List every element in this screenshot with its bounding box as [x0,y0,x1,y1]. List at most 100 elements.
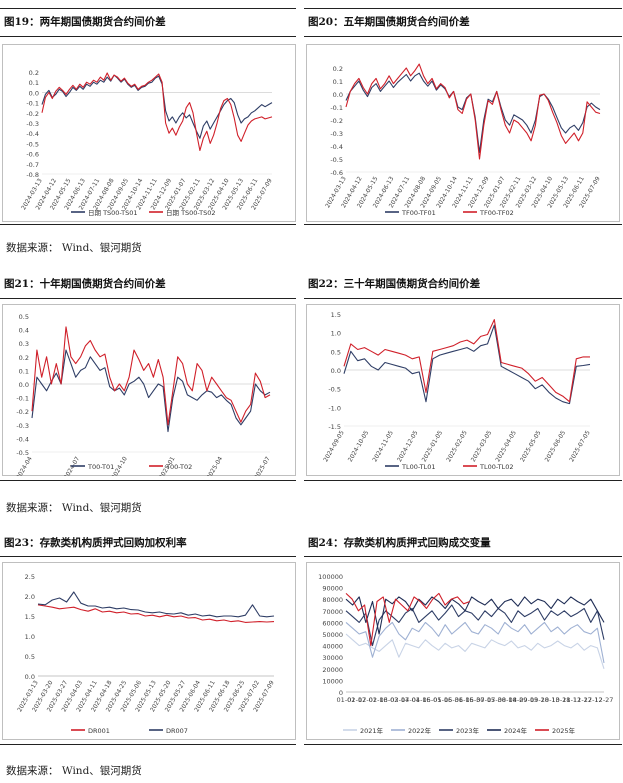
x-tick-label: 10-28 [552,696,571,704]
x-tick-label: 09-28 [530,696,549,704]
series-line [345,604,605,647]
y-tick-label: -0.1 [330,104,343,112]
bottom-rule [0,480,296,481]
x-tick-label: 09-13 [519,696,538,704]
y-tick-label: 0.2 [29,69,39,77]
series-line [345,592,470,647]
legend-label: DR007 [166,727,188,735]
x-tick-label: 10-13 [541,696,560,704]
series-line [345,63,601,160]
y-tick-label: -0.3 [16,422,29,430]
title-rule [304,556,622,557]
y-tick-label: -0.5 [16,449,29,457]
title-rule [0,556,296,557]
y-tick-label: 0.0 [25,673,35,681]
y-tick-label: 0.1 [19,367,29,375]
legend-label: 日期 TS00-TS02 [166,209,216,217]
x-tick-label: 06-15 [455,696,474,704]
chart-fig21: 0.50.40.30.20.10.0-0.1-0.2-0.3-0.4-0.520… [2,304,296,476]
chart-frame [2,304,296,476]
x-tick-label: 12-27 [595,696,614,704]
y-tick-label: -0.3 [330,130,343,138]
y-tick-label: 70000 [322,608,343,616]
legend-label: T00-T01 [87,463,114,471]
y-tick-label: -0.4 [330,143,343,151]
x-tick-label: 01-02 [337,696,356,704]
y-tick-label: 0.0 [19,381,29,389]
top-rule [0,8,296,9]
series-line [345,596,605,635]
source-note: 数据来源： Wind、银河期货 [6,765,142,777]
figure-title: 图21：十年期国债期货合约间价差 [4,278,166,290]
y-tick-label: -0.6 [330,169,343,177]
y-tick-label: -0.5 [26,140,39,148]
series-line [343,324,591,405]
x-tick-label: 03-17 [390,696,409,704]
y-tick-label: 30000 [322,654,343,662]
bottom-rule [0,224,296,225]
legend-label: TL00-TL02 [479,463,513,471]
series-line [345,633,605,669]
x-tick-label: 04-16 [412,696,431,704]
x-tick-label: 02-16 [369,696,388,704]
y-tick-label: 0.5 [19,313,29,321]
legend-label: TF00-TF01 [401,209,436,217]
bottom-rule [304,480,622,481]
x-tick-label: 05-01 [423,696,442,704]
title-rule [0,298,296,299]
y-tick-label: 2.5 [25,573,35,581]
bottom-rule [0,744,296,745]
figure-title: 图19：两年期国债期货合约间价差 [4,16,166,28]
y-tick-label: -0.1 [26,100,39,108]
y-tick-label: 100000 [318,573,343,581]
y-tick-label: 1.5 [331,311,341,319]
y-tick-label: -0.6 [26,151,39,159]
bottom-rule [304,744,622,745]
chart-frame [306,304,620,476]
y-tick-label: 0.3 [19,340,29,348]
y-tick-label: 50000 [322,631,343,639]
y-tick-label: -0.4 [26,130,39,138]
legend-label: 2021年 [360,726,384,735]
y-tick-label: 2.0 [25,593,35,601]
y-tick-label: 0.5 [331,348,341,356]
y-tick-label: 90000 [322,585,343,593]
x-tick-label: 11-27 [573,696,592,704]
legend-label: T00-T02 [165,463,192,471]
chart-fig24: 1000009000080000700006000050000400003000… [306,562,620,740]
y-tick-label: -0.2 [16,408,29,416]
legend-label: 2025年 [552,726,576,735]
y-tick-label: 10000 [322,677,343,685]
x-tick-label: 07-15 [476,696,495,704]
series-line [37,604,275,623]
y-tick-label: -0.7 [26,161,39,169]
y-tick-label: -1.5 [328,423,341,431]
legend-label: 2022年 [408,726,432,735]
series-line [345,621,605,664]
y-tick-label: 60000 [322,619,343,627]
series-line [343,319,590,403]
chart-frame [306,44,620,222]
x-tick-label: 05-31 [444,696,463,704]
y-tick-label: 0.4 [19,327,29,335]
y-tick-label: 0.5 [25,653,35,661]
y-tick-label: 1.0 [331,330,341,338]
chart-fig23: 2.52.01.51.00.50.02025-03-132025-03-2020… [2,562,296,740]
title-rule [304,298,622,299]
chart-fig19: 0.2 0.1 0.0 -0.1 -0.2 -0.3 -0.4 -0.5 -0.6 -0.7 -0.… [2,44,296,222]
series-line [31,349,271,433]
title-rule [304,36,622,37]
y-tick-label: -0.5 [330,156,343,164]
y-tick-label: -0.3 [26,120,39,128]
figure-title: 图20：五年期国债期货合约间价差 [308,16,470,28]
series-line [31,326,271,426]
y-tick-label: -0.5 [328,386,341,394]
y-tick-label: 0 [339,689,343,697]
y-tick-label: 1.5 [25,613,35,621]
y-tick-label: 0.0 [29,89,39,97]
y-tick-label: 0.1 [29,79,39,87]
figure-title: 图24：存款类机构质押式回购成交变量 [308,537,491,549]
y-tick-label: 0.1 [333,78,343,86]
y-tick-label: -0.8 [26,171,39,179]
